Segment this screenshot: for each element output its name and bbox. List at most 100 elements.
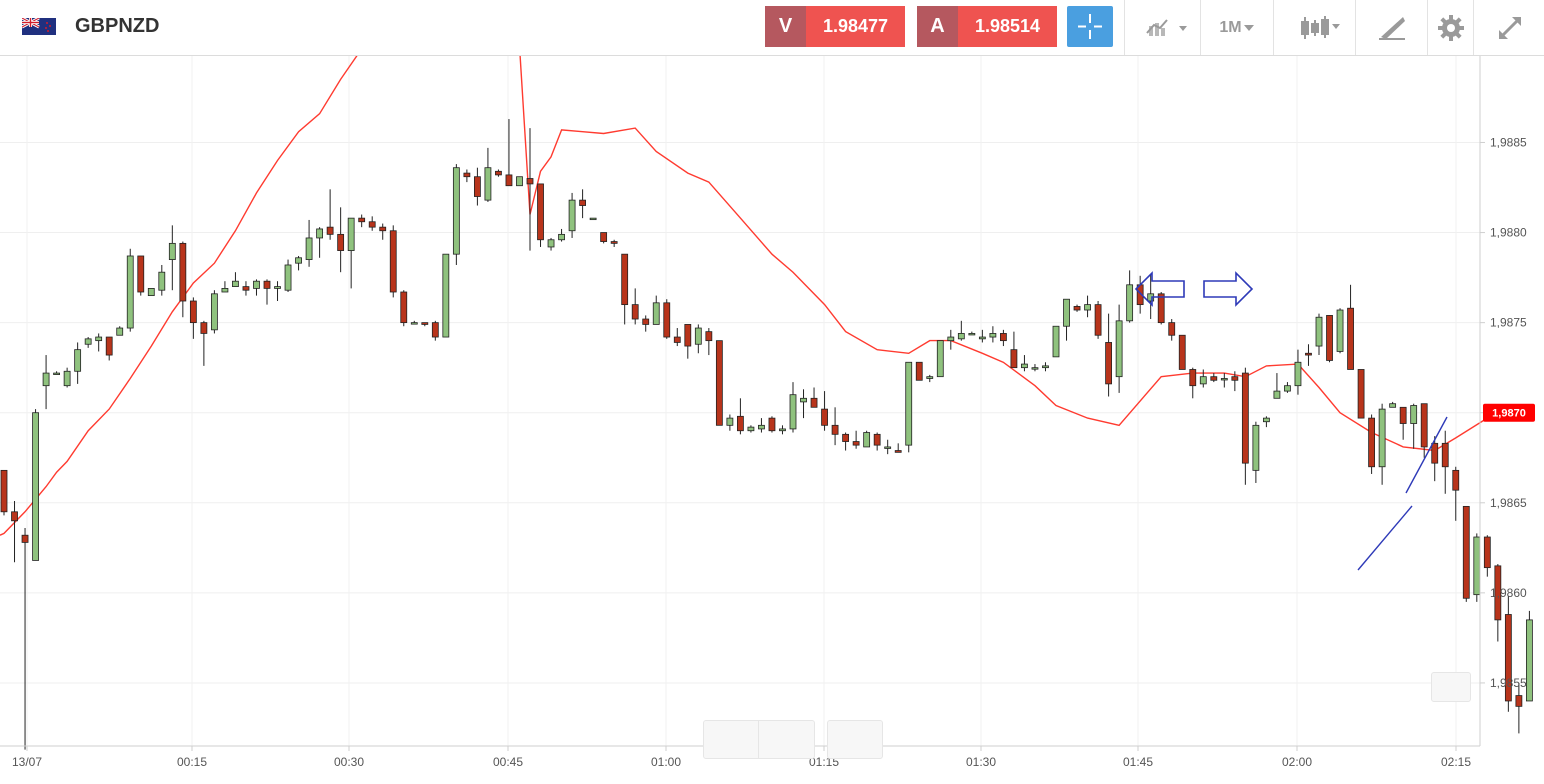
trend-line-upper xyxy=(1405,416,1448,494)
x-tick-label: 00:30 xyxy=(334,755,364,769)
bearish-candle xyxy=(737,415,744,432)
x-tick-label: 02:15 xyxy=(1441,755,1471,769)
bearish-candle xyxy=(873,433,881,446)
bullish-candle xyxy=(84,338,92,345)
bearish-candle xyxy=(831,424,839,435)
bearish-candle xyxy=(1504,614,1512,702)
toolbar: GBPNZD V 1.98477 A 1.98514 1M xyxy=(0,0,1544,56)
price-tag-label: 1,9870 xyxy=(1492,408,1526,420)
buy-button[interactable]: A 1.98514 xyxy=(917,6,1057,47)
bearish-candle xyxy=(179,242,187,302)
bullish-candle xyxy=(253,280,260,289)
right-arrow-annotation xyxy=(1203,271,1254,307)
bearish-candle xyxy=(610,241,618,244)
bearish-candle xyxy=(1231,376,1239,381)
bearish-candle xyxy=(1347,307,1354,370)
bearish-candle xyxy=(1431,442,1439,464)
bearish-candle xyxy=(1241,372,1249,464)
x-tick-label: 00:45 xyxy=(493,755,523,769)
buy-label: A xyxy=(917,6,958,47)
bullish-candle xyxy=(558,233,565,241)
bearish-candle xyxy=(1178,334,1186,370)
trend-line-lower xyxy=(1357,505,1413,571)
bearish-candle xyxy=(1073,306,1081,311)
bearish-candle xyxy=(600,232,608,242)
bearish-candle xyxy=(368,221,376,228)
bearish-candle xyxy=(379,226,387,232)
bearish-candle xyxy=(1483,536,1491,569)
bullish-candle xyxy=(116,327,124,336)
bullish-candle xyxy=(42,372,50,387)
bearish-candle xyxy=(537,183,544,241)
bullish-candle xyxy=(926,376,934,379)
line-chart-icon xyxy=(1146,18,1187,36)
bullish-candle xyxy=(989,333,997,338)
timeframe-dropdown[interactable]: 1M xyxy=(1200,0,1274,55)
left-arrow-annotation xyxy=(1134,271,1185,307)
drawing-tool-icon xyxy=(1379,16,1405,40)
candles-layer xyxy=(0,119,1533,750)
bullish-candle xyxy=(947,336,955,342)
bearish-candle xyxy=(621,253,629,306)
bullish-candle xyxy=(1389,403,1397,408)
fullscreen-button[interactable] xyxy=(1473,0,1544,55)
bullish-candle xyxy=(1052,325,1060,358)
bullish-candle xyxy=(968,333,976,336)
bullish-candle xyxy=(694,327,702,345)
bearish-candle xyxy=(1368,417,1375,468)
bullish-candle xyxy=(1031,367,1039,370)
bullish-candle xyxy=(957,333,965,340)
candle-style-dropdown[interactable] xyxy=(1273,0,1356,55)
crosshair-button[interactable] xyxy=(1067,6,1113,47)
bearish-candle xyxy=(684,324,692,347)
bearish-candle xyxy=(137,255,145,293)
bearish-candle xyxy=(326,226,334,235)
sell-button[interactable]: V 1.98477 xyxy=(765,6,905,47)
bearish-candle xyxy=(1399,406,1407,424)
bearish-candle xyxy=(1441,442,1449,468)
bullish-candle xyxy=(147,288,155,297)
bearish-candle xyxy=(400,291,408,324)
bearish-candle xyxy=(1420,403,1428,448)
bullish-candle xyxy=(1126,284,1134,322)
x-tick-label: 00:15 xyxy=(177,755,207,769)
bearish-candle xyxy=(810,397,818,408)
bearish-candle xyxy=(463,172,471,178)
bullish-candle xyxy=(1042,365,1049,369)
bullish-candle xyxy=(74,349,82,372)
bearish-candle xyxy=(1326,315,1333,361)
drawing-tools-button[interactable] xyxy=(1355,0,1428,55)
x-tick-label: 02:00 xyxy=(1282,755,1312,769)
y-tick-label: 1,9880 xyxy=(1490,226,1527,240)
scroll-to-end-button[interactable] xyxy=(1431,672,1471,702)
zoom-controls[interactable] xyxy=(703,720,815,759)
bullish-candle xyxy=(316,228,324,239)
bearish-candle xyxy=(1168,322,1176,336)
bullish-candle xyxy=(410,322,418,325)
bullish-candle xyxy=(284,264,292,291)
bullish-candle xyxy=(1115,320,1123,378)
moving-average-line xyxy=(0,0,1488,536)
grid-lines xyxy=(0,56,1480,746)
bearish-candle xyxy=(631,304,639,320)
settings-button[interactable] xyxy=(1427,0,1474,55)
bearish-candle xyxy=(1452,469,1460,491)
y-tick-label: 1,9885 xyxy=(1490,135,1527,149)
reset-view-button[interactable] xyxy=(827,720,883,759)
bearish-candle xyxy=(11,511,18,522)
chart-type-dropdown[interactable] xyxy=(1124,0,1201,55)
sell-label: V xyxy=(765,6,806,47)
bullish-candle xyxy=(779,428,786,432)
bearish-candle xyxy=(642,318,650,325)
bearish-candle xyxy=(1210,376,1218,381)
bullish-candle xyxy=(789,394,797,430)
bearish-candle xyxy=(105,336,113,356)
bullish-candle xyxy=(305,237,313,260)
bullish-candle xyxy=(63,370,71,387)
bearish-candle xyxy=(1157,293,1165,324)
bearish-candle xyxy=(915,361,923,381)
bullish-candle xyxy=(452,167,460,255)
bullish-candle xyxy=(1410,405,1418,424)
